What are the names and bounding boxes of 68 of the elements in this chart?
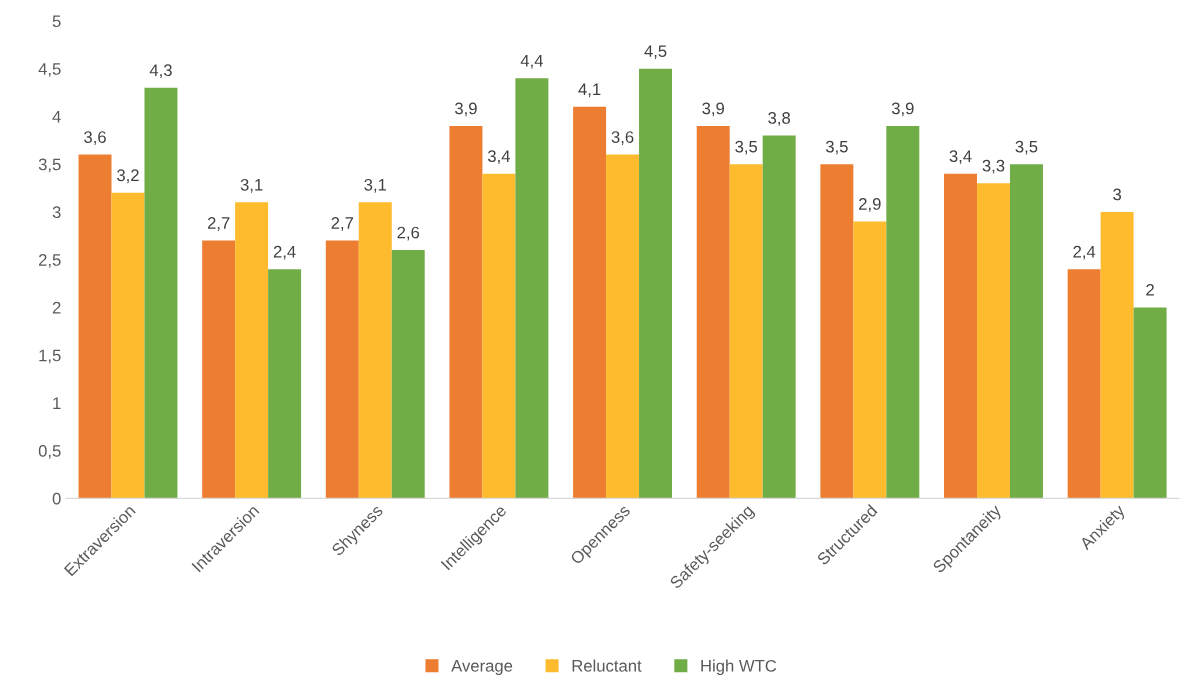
- data-label: 3,9: [702, 102, 725, 117]
- bar: [639, 68, 673, 499]
- bar: [325, 240, 359, 499]
- bar: [111, 192, 145, 499]
- data-label: 2,4: [1073, 245, 1096, 260]
- bar: [202, 240, 236, 499]
- data-label: 3,6: [611, 131, 634, 145]
- bar: [729, 164, 763, 499]
- data-label: 3,3: [982, 159, 1005, 174]
- bar: [235, 202, 269, 499]
- bar: [482, 173, 516, 499]
- data-label: 2: [1146, 283, 1154, 296]
- legend-label: High WTC: [701, 659, 777, 676]
- y-tick-label: 1,5: [39, 349, 61, 364]
- y-tick-label: 4: [52, 110, 61, 123]
- bar: [886, 125, 920, 499]
- data-label: 3: [1113, 188, 1122, 201]
- bar: [1100, 211, 1134, 499]
- legend-label: Average: [451, 660, 513, 676]
- data-label: 3,9: [454, 102, 477, 117]
- y-tick-label: 5: [52, 15, 61, 28]
- bar: [1067, 269, 1101, 499]
- data-label: 3,1: [240, 178, 263, 193]
- data-label: 3,8: [768, 112, 791, 126]
- bar: [944, 173, 977, 499]
- data-label: 3,5: [1015, 140, 1038, 155]
- bar: [573, 106, 607, 499]
- bar: [606, 154, 640, 499]
- data-label: 3,1: [364, 178, 387, 193]
- bar: [1133, 307, 1167, 499]
- data-label: 3,9: [891, 102, 914, 117]
- y-tick-label: 4,5: [38, 63, 61, 77]
- data-label: 4,5: [644, 45, 667, 59]
- data-label: 3,4: [487, 150, 511, 165]
- data-label: 4,4: [520, 54, 543, 69]
- data-label: 2,9: [859, 198, 881, 212]
- y-tick-label: 0: [52, 492, 61, 505]
- bar: [762, 135, 796, 499]
- data-label: 4,1: [578, 83, 601, 98]
- data-label: 3,2: [117, 169, 139, 184]
- bar: [1009, 164, 1043, 499]
- data-label: 4,3: [149, 64, 172, 79]
- bar: [78, 154, 112, 499]
- bar: [268, 269, 302, 499]
- bar: [449, 125, 483, 499]
- data-label: 2,6: [397, 226, 420, 241]
- data-label: 2,7: [207, 217, 230, 231]
- data-label: 3,5: [825, 140, 848, 155]
- y-tick-label: 3: [52, 206, 61, 219]
- bar: [515, 78, 549, 499]
- data-label: 2,7: [331, 217, 354, 231]
- bar: [391, 250, 425, 499]
- data-label: 3,5: [735, 140, 758, 155]
- bar: [820, 164, 854, 499]
- data-label: 3,4: [949, 150, 972, 165]
- bar: [976, 183, 1010, 499]
- bar: [358, 202, 392, 499]
- bar: [853, 221, 887, 499]
- y-tick-label: 3,5: [38, 158, 61, 173]
- data-label: 2,4: [273, 245, 296, 260]
- legend-label: Reluctant: [572, 659, 642, 672]
- y-tick-label: 2: [52, 301, 61, 314]
- y-tick-label: 1: [53, 397, 61, 409]
- y-tick-label: 2,5: [38, 254, 61, 268]
- y-tick-label: 0,5: [38, 445, 61, 459]
- data-label: 3,6: [84, 131, 106, 145]
- bar: [144, 87, 178, 499]
- bar: [696, 125, 730, 499]
